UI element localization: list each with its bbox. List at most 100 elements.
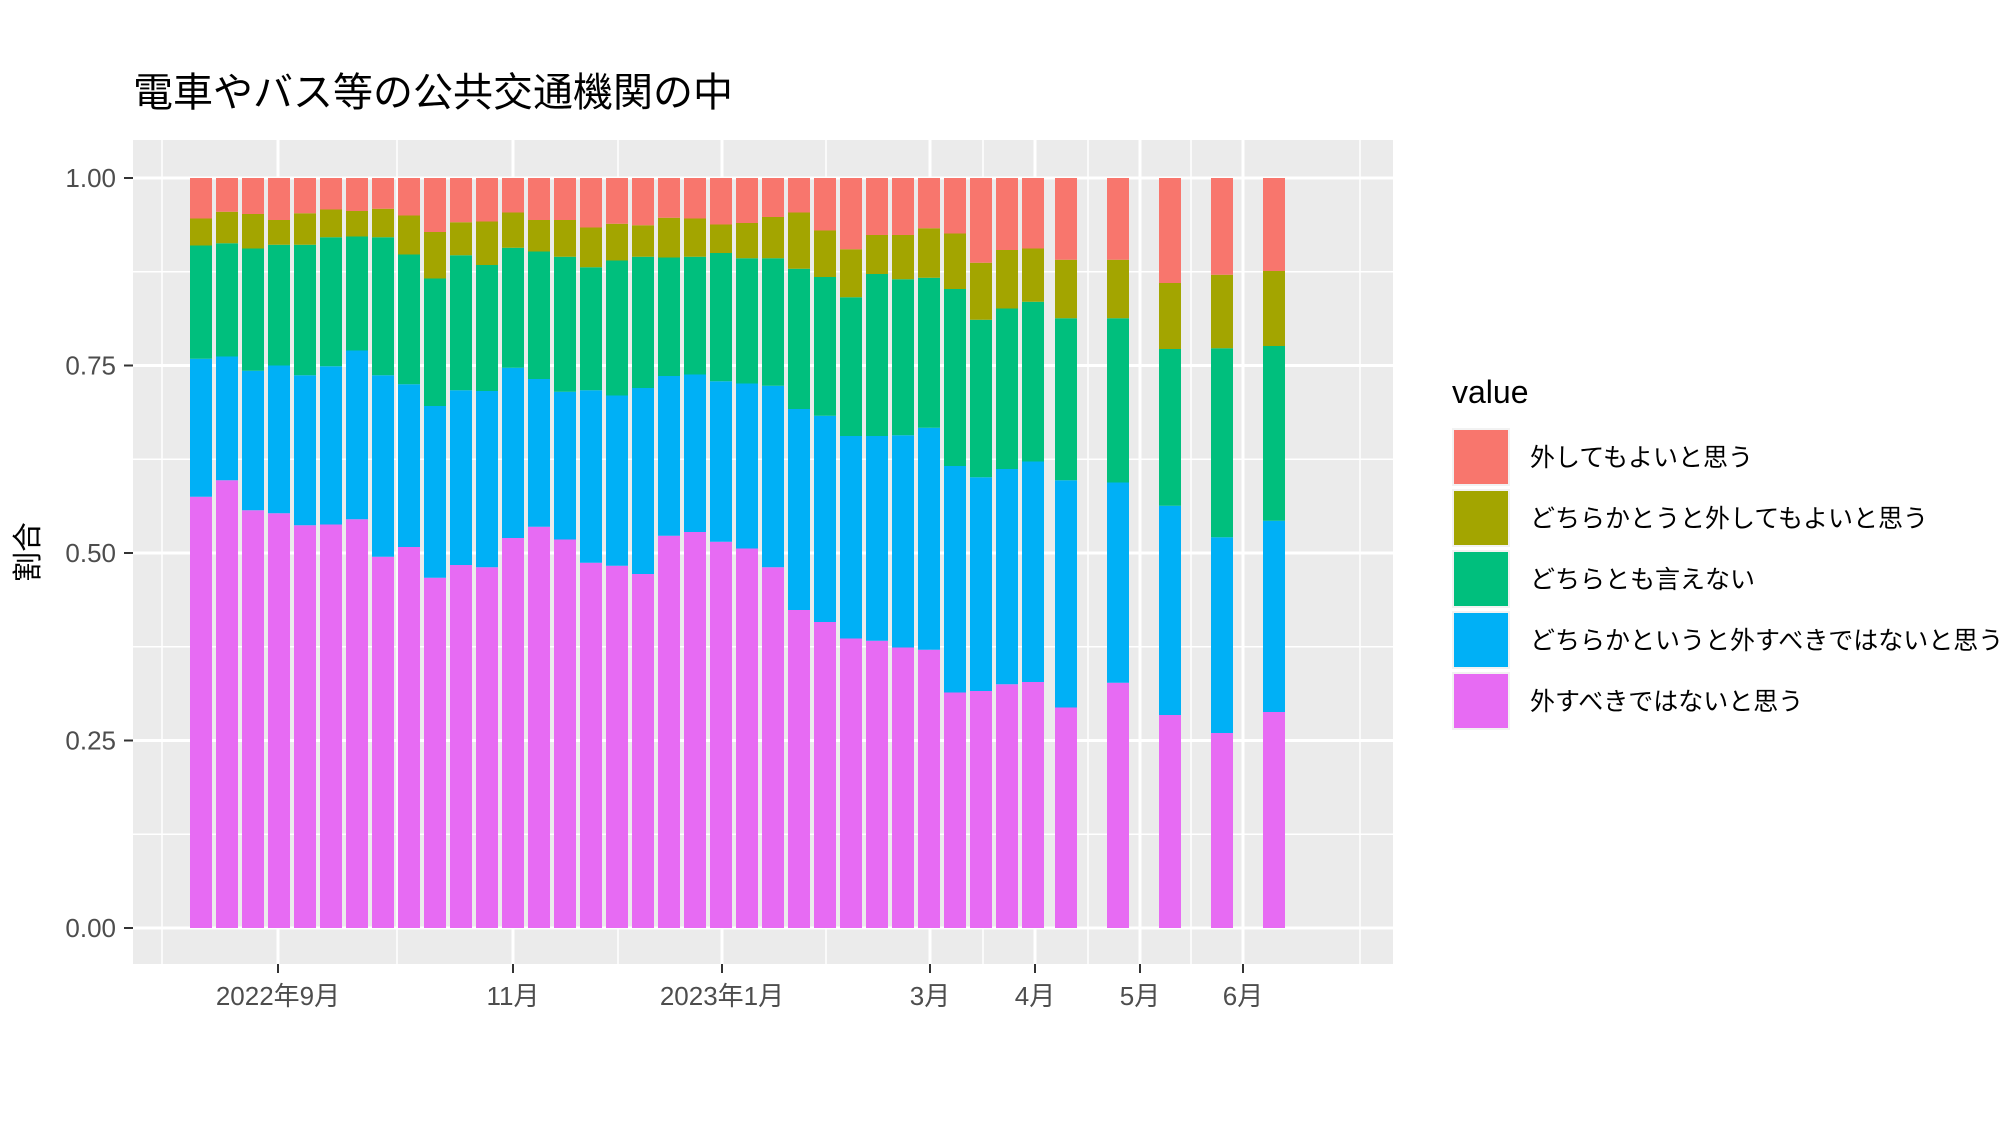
- y-axis: 0.00 0.25 0.50 0.75 1.00: [65, 163, 133, 943]
- bar-segment: [684, 256, 706, 375]
- bar-segment: [242, 248, 264, 371]
- bar-segment: [580, 178, 602, 228]
- bar-segment: [866, 436, 888, 641]
- bar-segment: [1055, 480, 1077, 708]
- bar-segment: [502, 212, 524, 248]
- bar-segment: [294, 244, 316, 376]
- bar-segment: [424, 278, 446, 406]
- bar-segment: [710, 381, 732, 542]
- bar-segment: [606, 260, 628, 396]
- bar-segment: [840, 249, 862, 298]
- bar-segment: [476, 567, 498, 928]
- bar-segment: [190, 178, 212, 219]
- legend-swatch: [1454, 430, 1508, 484]
- bar-segment: [762, 258, 784, 386]
- bar-segment: [866, 640, 888, 928]
- bar-segment: [996, 469, 1018, 685]
- bar-segment: [658, 257, 680, 376]
- bar-segment: [1022, 682, 1044, 928]
- bar-segment: [918, 649, 940, 928]
- bar-segment: [996, 684, 1018, 928]
- x-tick-label: 6月: [1223, 981, 1263, 1011]
- legend-label: どちらとも言えない: [1530, 565, 1755, 594]
- bar-segment: [476, 178, 498, 222]
- bar-segment: [632, 256, 654, 388]
- bar-segment: [476, 265, 498, 391]
- bar-segment: [476, 221, 498, 265]
- bar-segment: [970, 477, 992, 691]
- legend-swatch: [1454, 491, 1508, 545]
- bar-segment: [372, 375, 394, 557]
- bar-segment: [1107, 259, 1129, 319]
- bar-segment: [918, 427, 940, 650]
- bar-segment: [944, 692, 966, 928]
- bar-segment: [606, 565, 628, 928]
- bar-segment: [528, 220, 550, 252]
- bar-segment: [1107, 682, 1129, 928]
- legend-title: value: [1452, 374, 1529, 410]
- bar-segment: [710, 541, 732, 928]
- bar-segment: [320, 366, 342, 525]
- bar-segment: [762, 385, 784, 568]
- bar-segment: [1263, 520, 1285, 712]
- bar-segment: [190, 245, 212, 359]
- x-tick-label: 5月: [1120, 981, 1160, 1011]
- bar-segment: [788, 610, 810, 928]
- bar-segment: [554, 256, 576, 392]
- y-tick-label: 0.75: [65, 351, 116, 381]
- bar-segment: [1263, 271, 1285, 346]
- bar-segment: [944, 178, 966, 234]
- bar-segment: [346, 236, 368, 351]
- bar-segment: [684, 374, 706, 532]
- bar-segment: [398, 178, 420, 216]
- bar-segment: [294, 525, 316, 928]
- bar-segment: [216, 356, 238, 481]
- bar-segment: [450, 178, 472, 223]
- bar-segment: [944, 466, 966, 693]
- bar-segment: [658, 178, 680, 218]
- bar-segment: [580, 227, 602, 268]
- bar-segment: [632, 574, 654, 928]
- bar-segment: [398, 215, 420, 255]
- bar-segment: [814, 622, 836, 928]
- bar-segment: [580, 267, 602, 391]
- bar-segment: [502, 367, 524, 538]
- bar-segment: [658, 217, 680, 258]
- legend-swatch: [1454, 674, 1508, 728]
- bar-segment: [814, 178, 836, 231]
- bar-segment: [502, 178, 524, 213]
- bar-segment: [632, 388, 654, 574]
- bar-segment: [216, 178, 238, 212]
- bar-segment: [710, 253, 732, 382]
- bar-segment: [892, 235, 914, 280]
- bar-segment: [346, 350, 368, 520]
- bar-segment: [736, 258, 758, 384]
- bar-segment: [450, 390, 472, 565]
- bar-segment: [944, 289, 966, 466]
- bar-segment: [606, 223, 628, 261]
- bar-segment: [580, 390, 602, 563]
- bar-segment: [606, 178, 628, 224]
- bar-segment: [580, 562, 602, 928]
- bar-segment: [996, 308, 1018, 469]
- bar-segment: [944, 233, 966, 289]
- chart-title: 電車やバス等の公共交通機関の中: [133, 70, 733, 116]
- bar-segment: [1211, 537, 1233, 733]
- legend-label: 外すべきではないと思う: [1530, 687, 1803, 716]
- bar-segment: [1022, 461, 1044, 682]
- legend-label: 外してもよいと思う: [1530, 443, 1753, 472]
- bar-segment: [216, 480, 238, 928]
- bar-segment: [320, 237, 342, 367]
- bar-segment: [970, 691, 992, 928]
- bar-segment: [1159, 505, 1181, 715]
- bar-segment: [320, 524, 342, 928]
- y-tick-label: 0.00: [65, 913, 116, 943]
- x-axis: 2022年9月 11月 2023年1月 3月 4月 5月 6月: [216, 964, 1263, 1011]
- bar-segment: [736, 223, 758, 259]
- bar-segment: [268, 178, 290, 220]
- bar-segment: [1022, 178, 1044, 249]
- bar-segment: [346, 178, 368, 211]
- bar-segment: [528, 379, 550, 527]
- bar-segment: [268, 513, 290, 928]
- bar-segment: [918, 277, 940, 428]
